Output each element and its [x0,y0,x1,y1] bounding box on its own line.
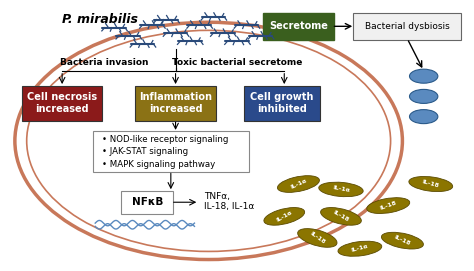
Text: Secretome: Secretome [269,21,328,31]
Text: NFκB: NFκB [131,197,163,207]
Text: Cell necrosis
increased: Cell necrosis increased [27,92,97,114]
Text: • NOD-like receptor signaling
• JAK-STAT signaling
• MAPK signaling pathway: • NOD-like receptor signaling • JAK-STAT… [102,135,228,169]
Ellipse shape [320,208,361,225]
Ellipse shape [410,69,438,83]
Ellipse shape [277,176,319,192]
FancyBboxPatch shape [121,191,173,214]
Text: Bacteria invasion: Bacteria invasion [60,58,149,67]
Text: IL-1α: IL-1α [290,178,308,190]
Text: P. mirabilis: P. mirabilis [62,13,138,26]
Ellipse shape [410,109,438,124]
Text: IL-1α: IL-1α [351,244,369,253]
Text: IL-18: IL-18 [332,210,350,223]
FancyBboxPatch shape [93,131,249,172]
Text: IL-1α: IL-1α [332,185,350,193]
Ellipse shape [264,208,305,225]
Ellipse shape [298,229,337,247]
Text: Cell growth
inhibited: Cell growth inhibited [250,92,314,114]
Ellipse shape [409,176,453,192]
Text: Bacterial dysbiosis: Bacterial dysbiosis [365,22,449,31]
Ellipse shape [319,182,363,197]
Text: IL-18: IL-18 [393,235,411,247]
FancyBboxPatch shape [22,86,102,121]
Text: TNFα,
IL-18, IL-1α: TNFα, IL-18, IL-1α [204,192,254,211]
Text: Toxic bacterial secretome: Toxic bacterial secretome [172,58,302,67]
Text: IL-18: IL-18 [379,200,397,211]
FancyBboxPatch shape [136,86,216,121]
Ellipse shape [338,241,382,256]
Ellipse shape [410,89,438,104]
FancyBboxPatch shape [263,13,334,40]
Ellipse shape [367,198,410,214]
Text: IL-1α: IL-1α [275,210,293,223]
Text: IL-18: IL-18 [309,231,326,245]
FancyBboxPatch shape [353,13,462,40]
Text: Inflammation
increased: Inflammation increased [139,92,212,114]
Text: IL-18: IL-18 [421,179,440,189]
FancyBboxPatch shape [244,86,319,121]
Ellipse shape [382,232,423,249]
